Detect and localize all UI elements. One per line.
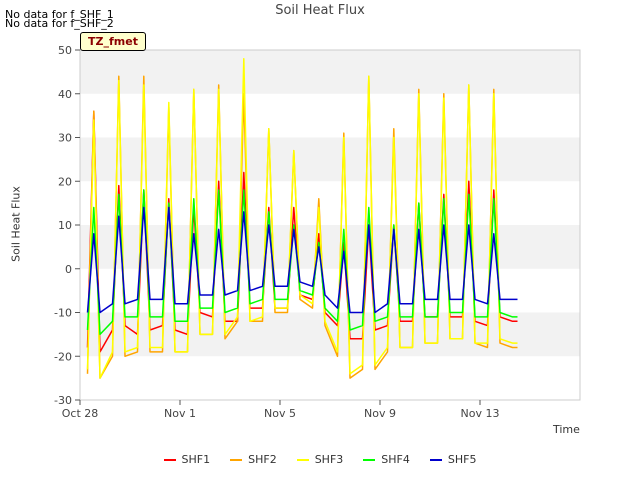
y-tick-label: -10: [54, 307, 72, 320]
y-tick-label: 0: [65, 263, 72, 276]
y-tick-label: 30: [58, 132, 72, 145]
y-tick-label: 20: [58, 175, 72, 188]
x-axis-label: Time: [553, 423, 580, 436]
legend-swatch: [296, 458, 309, 461]
legend-label: SHF3: [314, 453, 344, 466]
legend-item-shf4: SHF4: [363, 453, 410, 466]
no-data-notice: No data for f_SHF_2: [5, 17, 114, 30]
legend-item-shf2: SHF2: [230, 453, 277, 466]
grid-band: [80, 268, 580, 313]
grid-band: [80, 181, 580, 225]
chart-title: Soil Heat Flux: [275, 3, 365, 18]
series-line-shf4: [86, 189, 518, 336]
grid-band: [80, 137, 580, 182]
legend-item-shf1: SHF1: [163, 453, 211, 466]
legend-item-shf5: SHF5: [429, 453, 477, 466]
legend-swatch: [429, 458, 442, 461]
legend: SHF1 SHF2 SHF3 SHF4 SHF5: [0, 453, 640, 466]
legend-swatch: [363, 458, 376, 461]
x-tick-label: Nov 5: [264, 407, 296, 420]
x-axis-ticks: Oct 28 Nov 1 Nov 5 Nov 9 Nov 13: [62, 400, 500, 420]
y-tick-label: 50: [58, 44, 72, 57]
legend-item-shf3: SHF3: [296, 453, 344, 466]
x-tick-label: Nov 1: [164, 407, 196, 420]
y-axis-ticks: -30 -20 -10 0 10 20 30 40 50: [54, 44, 80, 407]
y-tick-label: -30: [54, 394, 72, 407]
series-lines: [86, 58, 518, 379]
grid-band: [80, 93, 580, 138]
tz-badge: TZ_fmet: [80, 32, 146, 51]
series-line-shf5: [86, 206, 518, 314]
x-tick-label: Oct 28: [62, 407, 99, 420]
y-tick-label: -20: [54, 350, 72, 363]
legend-label: SHF1: [181, 453, 211, 466]
x-tick-label: Nov 9: [364, 407, 396, 420]
legend-label: SHF2: [248, 453, 277, 466]
grid-band: [80, 225, 580, 269]
legend-swatch: [163, 458, 176, 461]
series-line-shf3: [86, 58, 518, 379]
y-tick-label: 40: [58, 88, 72, 101]
grid-band: [80, 356, 580, 400]
legend-label: SHF5: [447, 453, 477, 466]
x-tick-label: Nov 13: [461, 407, 500, 420]
no-data-notice: No data for f_SHF_1: [5, 8, 114, 21]
legend-swatch: [230, 458, 243, 461]
grid-band: [80, 50, 580, 94]
legend-label: SHF4: [381, 453, 410, 466]
y-tick-label: 10: [58, 219, 72, 232]
